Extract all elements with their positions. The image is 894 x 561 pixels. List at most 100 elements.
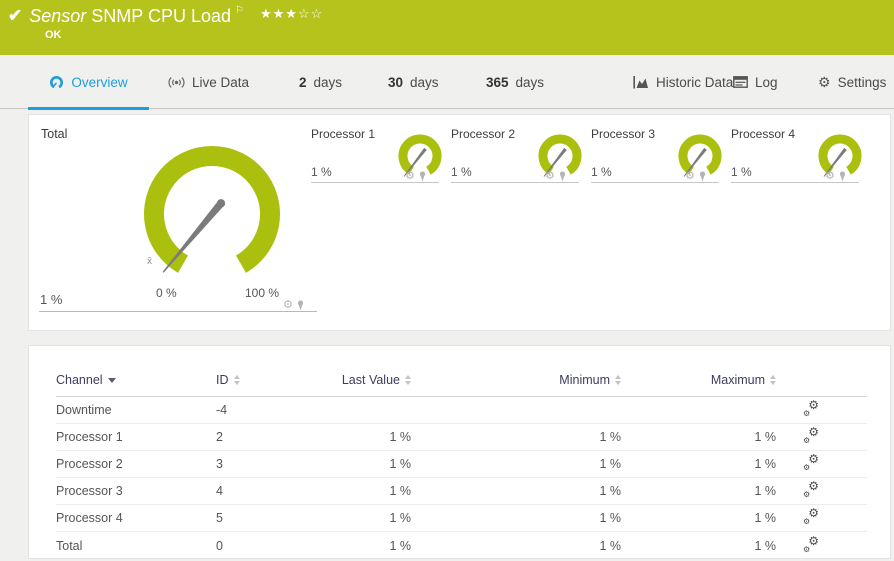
maximum-value: 1 %: [754, 457, 776, 471]
channel-settings-gears-icon[interactable]: ⚙ ⚙: [803, 425, 819, 445]
table-header-row: Channel ID Last Value Minimum Maximum: [56, 364, 867, 397]
stars-empty[interactable]: ☆☆: [297, 6, 324, 21]
table-row-total: Total 0 1 % 1 % 1 % ⚙ ⚙: [56, 532, 867, 559]
table-row-processor-3: Processor 3 4 1 % 1 % 1 % ⚙ ⚙: [56, 478, 867, 505]
column-header-channel[interactable]: Channel: [56, 373, 216, 387]
column-header-last-value-label: Last Value: [341, 373, 400, 387]
channel-settings-gears-icon[interactable]: ⚙ ⚙: [803, 398, 819, 418]
sensor-name: SNMP CPU Load: [91, 6, 232, 26]
divider: [451, 182, 579, 183]
processor-2-label: Processor 2: [451, 127, 516, 141]
sort-icon: [405, 375, 411, 385]
maximum-value: 1 %: [754, 430, 776, 444]
minimum-value: 1 %: [599, 538, 621, 553]
gauges-panel: Total x̄ 0 % 100 % 1 % ⚙ Processor 1 1 %: [28, 114, 891, 331]
divider: [311, 182, 439, 183]
column-header-minimum[interactable]: Minimum: [411, 373, 621, 387]
gauge-max-label: 100 %: [245, 286, 280, 300]
last-value: 1 %: [389, 484, 411, 498]
channel-name[interactable]: Processor 1: [56, 430, 123, 444]
pin-icon[interactable]: [838, 171, 847, 182]
channel-settings-gears-icon[interactable]: ⚙ ⚙: [803, 479, 819, 499]
channel-name[interactable]: Processor 2: [56, 457, 123, 471]
processor-2-gauge-cell: Processor 2 1 % ⚙: [451, 127, 583, 189]
channel-settings-gears-icon[interactable]: ⚙ ⚙: [803, 533, 819, 554]
processor-1-value: 1 %: [311, 165, 332, 179]
channel-name[interactable]: Total: [56, 538, 83, 553]
tab-overview[interactable]: Overview: [28, 55, 149, 110]
processor-3-gauge: [678, 134, 722, 177]
processor-3-gauge-cell: Processor 3 1 % ⚙: [591, 127, 723, 189]
channel-settings-gear-icon[interactable]: ⚙: [283, 299, 293, 311]
last-value: 1 %: [389, 430, 411, 444]
channel-id: 5: [216, 511, 223, 525]
channel-name[interactable]: Processor 4: [56, 511, 123, 525]
processor-3-value: 1 %: [591, 165, 612, 179]
processor-2-value: 1 %: [451, 165, 472, 179]
sort-icon: [615, 375, 621, 385]
column-header-maximum-label: Maximum: [710, 373, 765, 387]
pin-icon[interactable]: [698, 171, 707, 182]
tab-2-days[interactable]: 2 days: [299, 55, 342, 109]
channel-id: 4: [216, 484, 223, 498]
processor-4-value: 1 %: [731, 165, 752, 179]
tab-historic-data-label: Historic Data: [656, 74, 734, 90]
gauge-icon: [50, 75, 64, 88]
processor-3-label: Processor 3: [591, 127, 656, 141]
sensor-type-label: Sensor: [29, 6, 87, 26]
channel-name[interactable]: Processor 3: [56, 484, 123, 498]
tab-settings[interactable]: ⚙ Settings: [818, 55, 886, 109]
channel-settings-gear-icon[interactable]: ⚙: [405, 170, 415, 182]
tab-live-data-label: Live Data: [192, 74, 250, 90]
status-badge: OK: [45, 29, 62, 41]
table-row-processor-4: Processor 4 5 1 % 1 % 1 % ⚙ ⚙: [56, 505, 867, 532]
sort-icon: [770, 375, 776, 385]
processor-1-gauge-cell: Processor 1 1 % ⚙: [311, 127, 443, 189]
pin-icon[interactable]: [418, 171, 427, 182]
channel-settings-gear-icon[interactable]: ⚙: [685, 170, 695, 182]
column-header-channel-label: Channel: [56, 373, 103, 387]
sensor-header: ✔ Sensor SNMP CPU Load ⚐ ★★★☆☆ OK: [0, 0, 894, 55]
channel-settings-gears-icon[interactable]: ⚙ ⚙: [803, 452, 819, 472]
divider: [39, 311, 317, 312]
tab-overview-label: Overview: [71, 74, 128, 90]
live-data-icon: [168, 76, 185, 88]
tab-settings-label: Settings: [837, 74, 887, 90]
tab-365-days[interactable]: 365 days: [486, 55, 544, 109]
column-header-last-value[interactable]: Last Value: [301, 373, 411, 387]
processor-1-label: Processor 1: [311, 127, 376, 141]
channel-id: 2: [216, 430, 223, 444]
channel-settings-gears-icon[interactable]: ⚙ ⚙: [803, 506, 819, 526]
channel-settings-gear-icon[interactable]: ⚙: [545, 170, 555, 182]
tab-365-days-unit: days: [515, 74, 545, 90]
priority-stars[interactable]: ★★★☆☆: [260, 4, 323, 24]
tab-30-days-unit: days: [410, 74, 439, 90]
gauge-min-label: 0 %: [156, 286, 177, 300]
maximum-value: 1 %: [754, 511, 776, 525]
processor-1-gauge: [398, 134, 442, 177]
sort-desc-icon: [107, 377, 116, 383]
column-header-maximum[interactable]: Maximum: [621, 373, 776, 387]
maximum-value: 1 %: [754, 538, 776, 553]
channel-settings-gear-icon[interactable]: ⚙: [825, 170, 835, 182]
processor-4-gauge: [818, 134, 862, 177]
pin-icon[interactable]: [296, 300, 305, 311]
tab-historic-data[interactable]: Historic Data: [633, 55, 733, 109]
last-value: 1 %: [389, 457, 411, 471]
column-header-id-label: ID: [216, 373, 229, 387]
channel-table-panel: Channel ID Last Value Minimum Maximum Do…: [28, 345, 891, 559]
tab-live-data[interactable]: Live Data: [168, 55, 249, 109]
pin-icon[interactable]: [558, 171, 567, 182]
flag-icon[interactable]: ⚐: [235, 5, 244, 16]
channel-name[interactable]: Downtime: [56, 403, 112, 417]
tab-log[interactable]: Log: [733, 55, 778, 109]
sort-icon: [233, 375, 240, 385]
channel-id: 0: [216, 538, 223, 553]
processor-4-label: Processor 4: [731, 127, 796, 141]
status-check-icon: ✔: [8, 6, 23, 25]
tab-30-days[interactable]: 30 days: [388, 55, 439, 109]
column-header-id[interactable]: ID: [216, 373, 301, 387]
stars-filled[interactable]: ★★★: [260, 6, 298, 21]
processor-2-gauge: [538, 134, 582, 177]
